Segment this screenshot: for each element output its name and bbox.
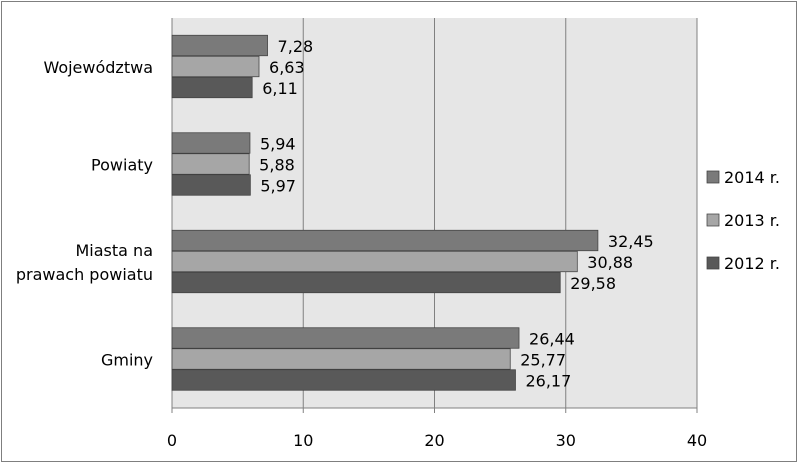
x-tick-label: 0 <box>167 431 177 450</box>
category-label-line: Gminy <box>101 350 153 369</box>
data-label: 25,77 <box>520 350 566 369</box>
data-label: 32,45 <box>608 232 654 251</box>
bar <box>171 348 511 370</box>
x-tick-label: 20 <box>424 431 444 450</box>
data-label: 6,63 <box>269 58 305 77</box>
data-label: 7,28 <box>278 37 314 56</box>
category-label: Gminy <box>101 350 153 369</box>
category-label-line: prawach powiatu <box>16 265 153 284</box>
bar <box>171 76 253 99</box>
bar <box>171 271 561 294</box>
data-label: 5,88 <box>259 155 295 174</box>
category-label: Miasta na prawach powiatu <box>16 241 153 284</box>
data-label: 6,11 <box>262 79 298 98</box>
legend-swatch <box>706 213 720 227</box>
category-label-line: Miasta na <box>76 241 154 260</box>
legend-label: 2013 r. <box>724 211 780 230</box>
bar <box>171 369 516 391</box>
bar <box>171 34 268 57</box>
bar <box>171 55 260 78</box>
data-label: 30,88 <box>587 253 633 272</box>
legend-swatch <box>706 170 720 184</box>
category-label-line: Powiaty <box>91 155 153 174</box>
data-label: 26,17 <box>525 371 571 390</box>
bar <box>171 174 251 196</box>
bar <box>171 132 251 154</box>
bar <box>171 327 520 349</box>
category-label-line: Województwa <box>43 58 153 77</box>
bar <box>171 250 578 273</box>
data-label: 29,58 <box>570 274 616 293</box>
data-label: 26,44 <box>529 329 575 348</box>
legend-label: 2014 r. <box>724 168 780 187</box>
bar <box>171 153 250 175</box>
data-label: 5,97 <box>260 176 296 195</box>
x-tick-label: 10 <box>293 431 313 450</box>
data-label: 5,94 <box>260 134 296 153</box>
bar <box>171 229 599 252</box>
x-tick-label: 30 <box>556 431 576 450</box>
legend-label: 2012 r. <box>724 254 780 273</box>
category-label: Województwa <box>43 58 153 77</box>
x-tick-label: 40 <box>687 431 707 450</box>
category-label: Powiaty <box>91 155 153 174</box>
legend-swatch <box>706 256 720 270</box>
